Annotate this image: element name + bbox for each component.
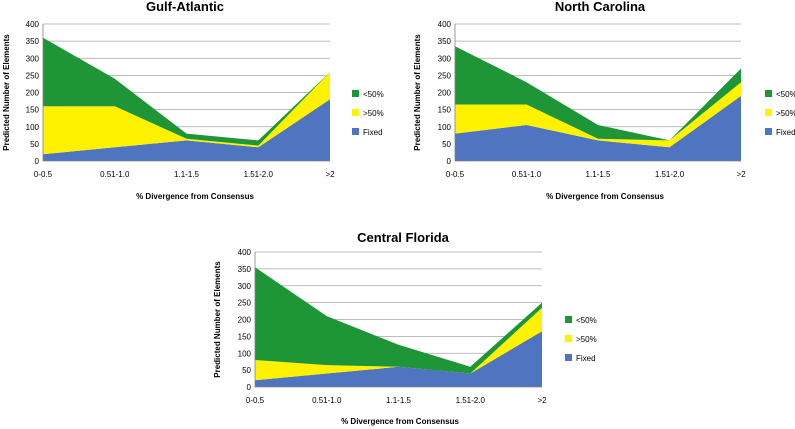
y-tick-label: 350 [26, 37, 40, 46]
y-axis-label: Predicted Number of Elements [2, 34, 11, 151]
x-tick-label: 0.51-1.0 [100, 170, 130, 179]
y-tick-label: 50 [442, 140, 451, 149]
x-tick-label: 0-0.5 [34, 170, 53, 179]
area-series-fixed [255, 331, 542, 387]
y-tick-label: 400 [438, 20, 452, 29]
y-tick-label: 150 [438, 106, 452, 115]
y-tick-label: 100 [238, 349, 252, 358]
y-tick-label: 150 [238, 332, 252, 341]
x-tick-label: 0.51-1.0 [312, 396, 342, 405]
x-axis-label: % Divergence from Consensus [546, 192, 664, 201]
legend-label: Fixed [776, 128, 795, 137]
x-tick-label: >2 [537, 396, 547, 405]
legend-swatch [352, 90, 359, 97]
x-tick-label: 0-0.5 [246, 396, 265, 405]
legend-label: <50% [576, 316, 597, 325]
y-tick-label: 50 [30, 140, 39, 149]
y-tick-label: 400 [26, 20, 40, 29]
y-axis-label: Predicted Number of Elements [413, 34, 422, 151]
y-tick-label: 200 [238, 316, 252, 325]
y-tick-label: 400 [238, 248, 252, 257]
x-axis-label: % Divergence from Consensus [341, 417, 459, 426]
chart-0: Gulf-Atlantic 0 50 100 150 200 250 300 350 400 0-0… [2, 0, 384, 201]
area-series-below-50 [255, 267, 542, 374]
y-axis-label: Predicted Number of Elements [213, 261, 222, 378]
area-series-fixed [43, 99, 330, 161]
y-tick-label: 300 [238, 282, 252, 291]
x-tick-label: 0-0.5 [446, 170, 465, 179]
chart-title: Gulf-Atlantic [146, 0, 224, 14]
legend-swatch [765, 109, 772, 116]
x-tick-label: >2 [325, 170, 335, 179]
chart-2: Central Florida 0 50 100 150 200 250 300 350 400 0… [213, 230, 597, 426]
area-series-above-50 [455, 82, 741, 148]
legend-swatch [565, 335, 572, 342]
x-axis-label: % Divergence from Consensus [136, 192, 254, 201]
y-tick-label: 100 [26, 123, 40, 132]
x-tick-label: 1.1-1.5 [386, 396, 411, 405]
y-tick-label: 150 [26, 106, 40, 115]
legend-swatch [765, 128, 772, 135]
y-tick-label: 200 [26, 89, 40, 98]
x-tick-label: >2 [736, 170, 746, 179]
legend-swatch [565, 316, 572, 323]
y-tick-label: 0 [247, 383, 252, 392]
legend-label: >50% [776, 109, 795, 118]
y-tick-label: 250 [26, 71, 40, 80]
y-tick-label: 350 [238, 265, 252, 274]
legend-label: Fixed [576, 354, 596, 363]
y-tick-label: 250 [238, 299, 252, 308]
legend-swatch [765, 90, 772, 97]
legend-swatch [352, 128, 359, 135]
area-series-fixed [455, 95, 741, 161]
y-tick-label: 100 [438, 123, 452, 132]
legend-label: <50% [363, 90, 384, 99]
legend-label: <50% [776, 90, 795, 99]
x-tick-label: 1.1-1.5 [174, 170, 199, 179]
legend-label: Fixed [363, 128, 383, 137]
legend-label: >50% [363, 109, 384, 118]
x-tick-label: 0.51-1.0 [512, 170, 542, 179]
legend-swatch [565, 354, 572, 361]
legend-swatch [352, 109, 359, 116]
y-tick-label: 300 [26, 54, 40, 63]
y-tick-label: 300 [438, 54, 452, 63]
chart-title: North Carolina [555, 0, 646, 14]
x-tick-label: 1.51-2.0 [655, 170, 685, 179]
y-tick-label: 200 [438, 89, 452, 98]
area-series-above-50 [255, 307, 542, 381]
y-tick-label: 350 [438, 37, 452, 46]
chart-title: Central Florida [357, 230, 450, 245]
y-tick-label: 50 [242, 366, 251, 375]
legend-label: >50% [576, 335, 597, 344]
y-tick-label: 0 [35, 157, 40, 166]
y-tick-label: 0 [447, 157, 452, 166]
x-tick-label: 1.51-2.0 [456, 396, 486, 405]
chart-1: North Carolina 0 50 100 150 200 250 300 350 400 0-… [413, 0, 795, 201]
area-series-above-50 [43, 72, 330, 155]
area-series-below-50 [455, 46, 741, 141]
x-tick-label: 1.1-1.5 [586, 170, 611, 179]
area-series-below-50 [43, 37, 330, 146]
y-tick-label: 250 [438, 71, 452, 80]
x-tick-label: 1.51-2.0 [244, 170, 274, 179]
